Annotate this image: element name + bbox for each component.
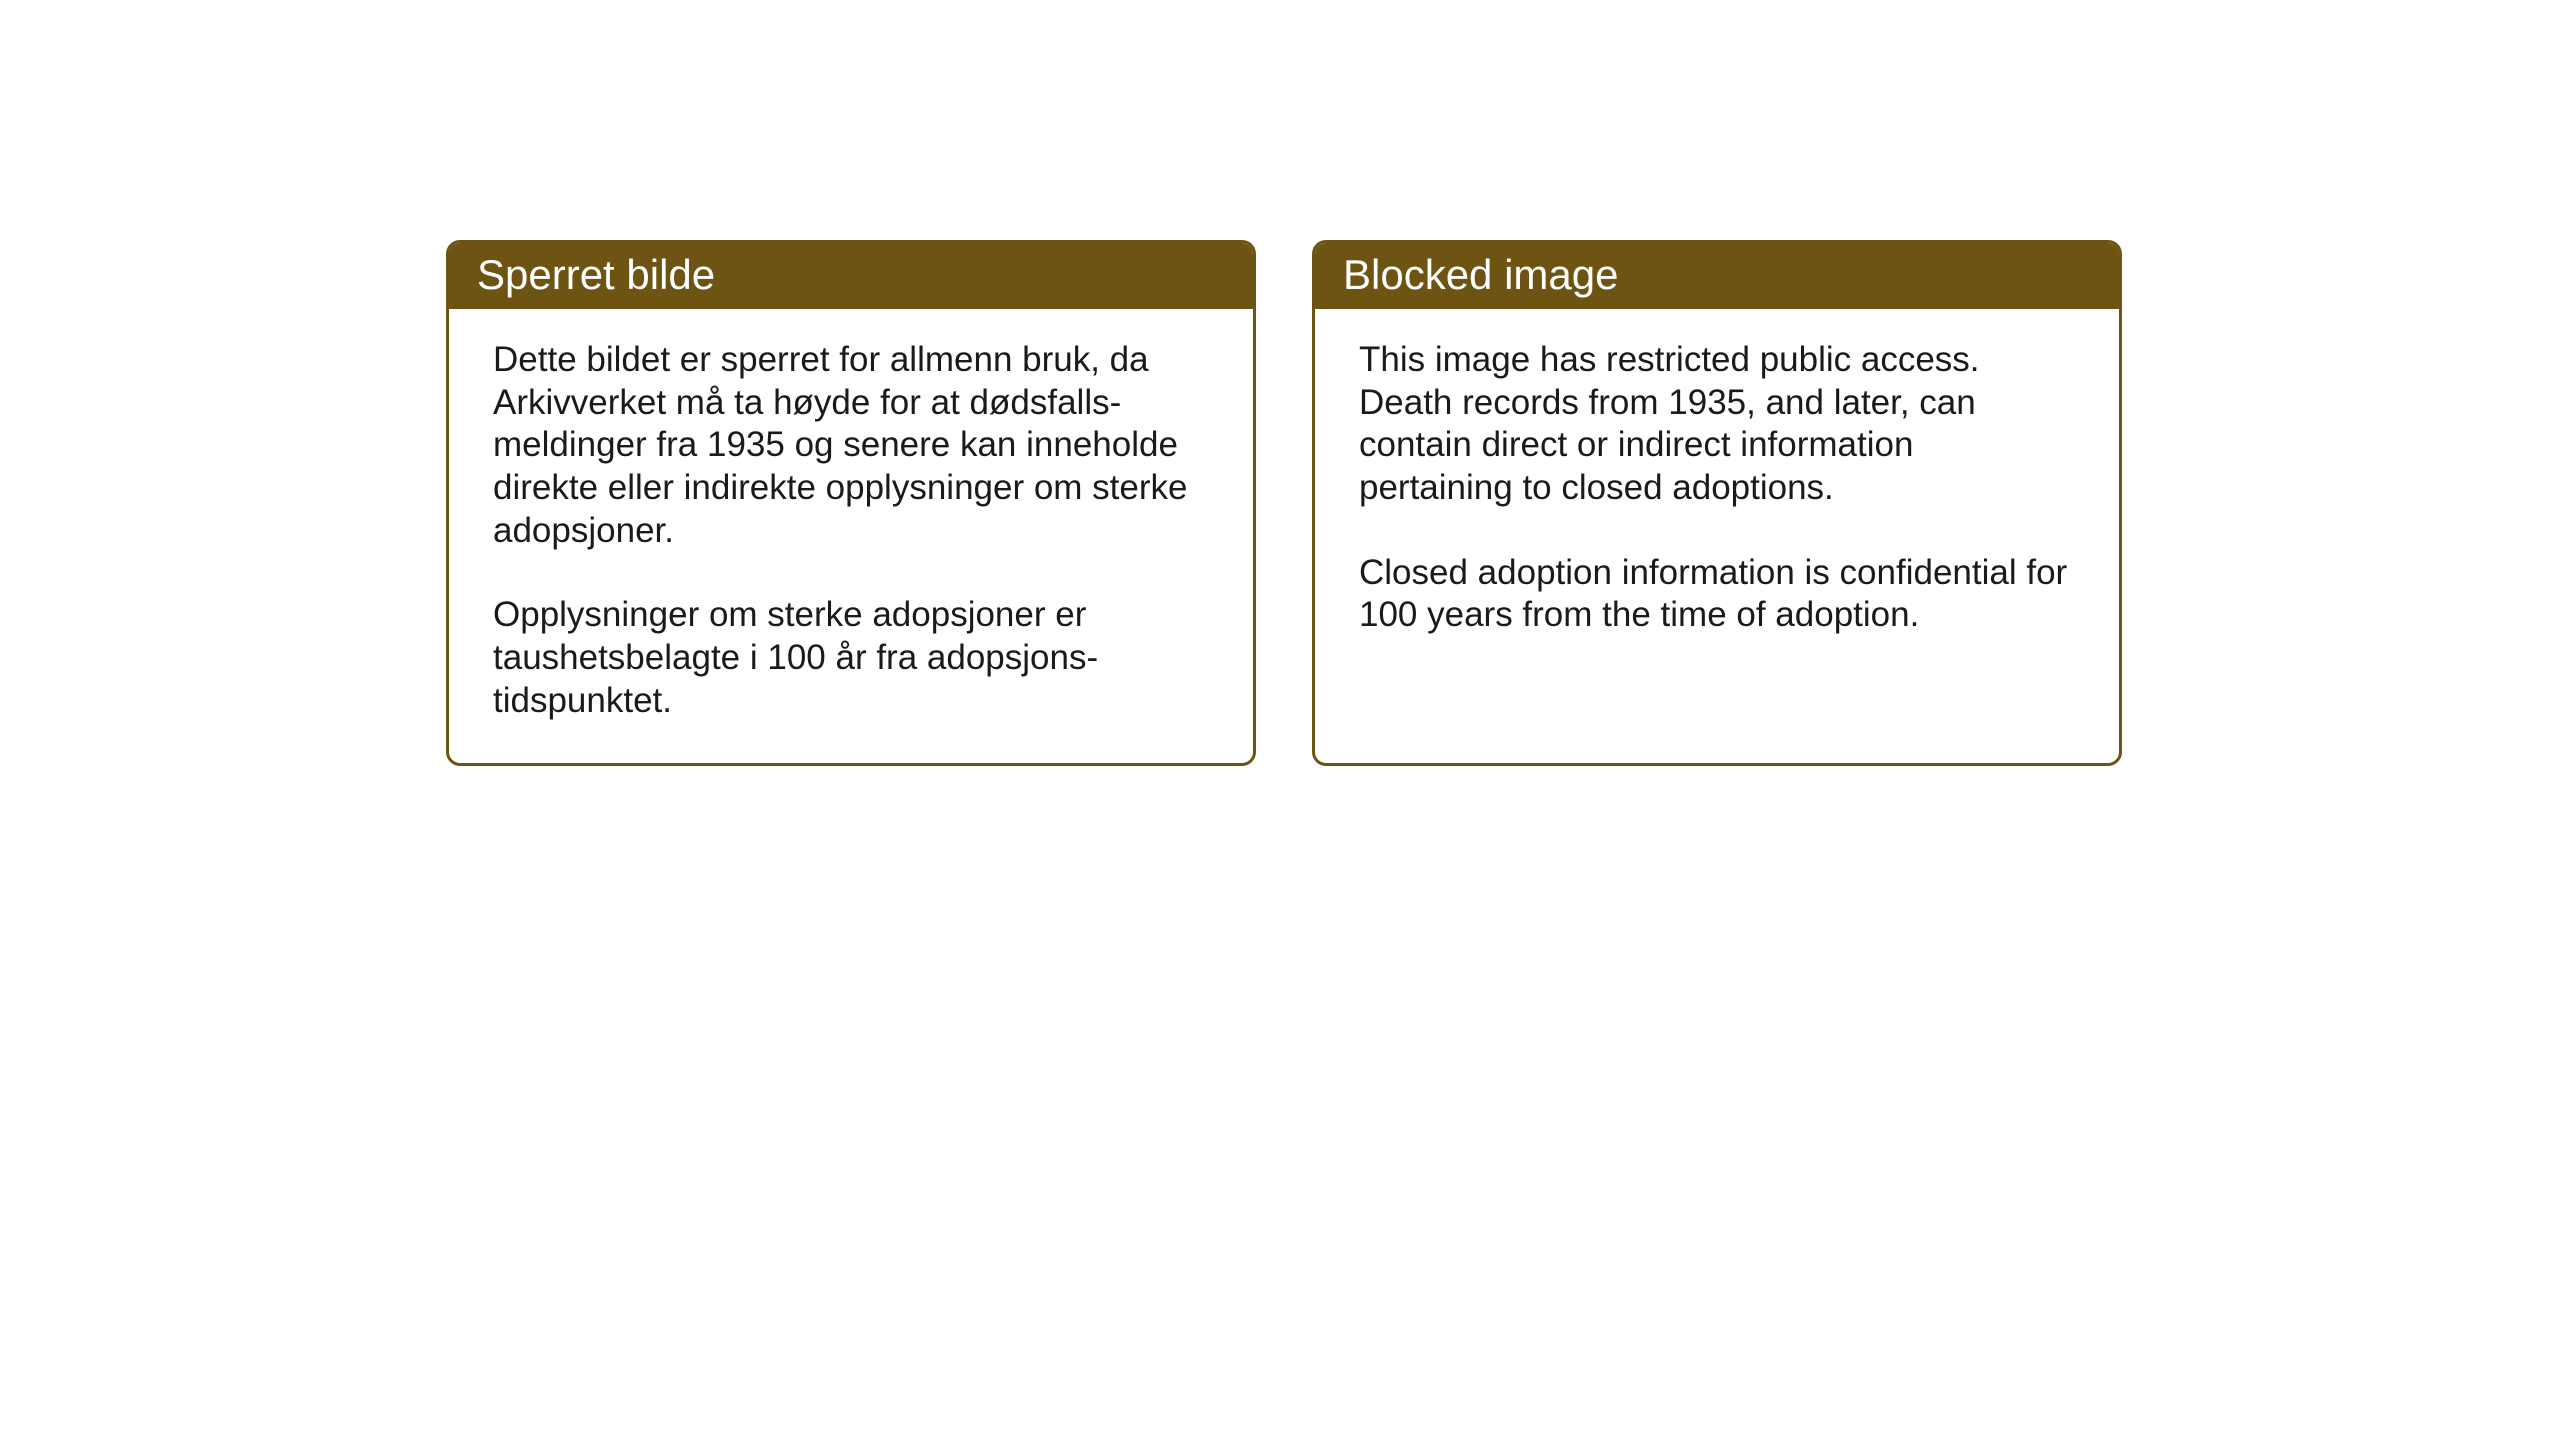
notice-container: Sperret bilde Dette bildet er sperret fo… — [446, 240, 2122, 766]
notice-body-english: This image has restricted public access.… — [1315, 309, 2119, 677]
notice-paragraph-2-norwegian: Opplysninger om sterke adopsjoner er tau… — [493, 594, 1209, 722]
notice-header-norwegian: Sperret bilde — [449, 243, 1253, 309]
notice-card-english: Blocked image This image has restricted … — [1312, 240, 2122, 766]
notice-card-norwegian: Sperret bilde Dette bildet er sperret fo… — [446, 240, 1256, 766]
notice-paragraph-2-english: Closed adoption information is confident… — [1359, 552, 2075, 637]
notice-paragraph-1-norwegian: Dette bildet er sperret for allmenn bruk… — [493, 339, 1209, 552]
notice-paragraph-1-english: This image has restricted public access.… — [1359, 339, 2075, 510]
notice-body-norwegian: Dette bildet er sperret for allmenn bruk… — [449, 309, 1253, 763]
notice-header-english: Blocked image — [1315, 243, 2119, 309]
notice-title-english: Blocked image — [1343, 251, 2091, 299]
notice-title-norwegian: Sperret bilde — [477, 251, 1225, 299]
